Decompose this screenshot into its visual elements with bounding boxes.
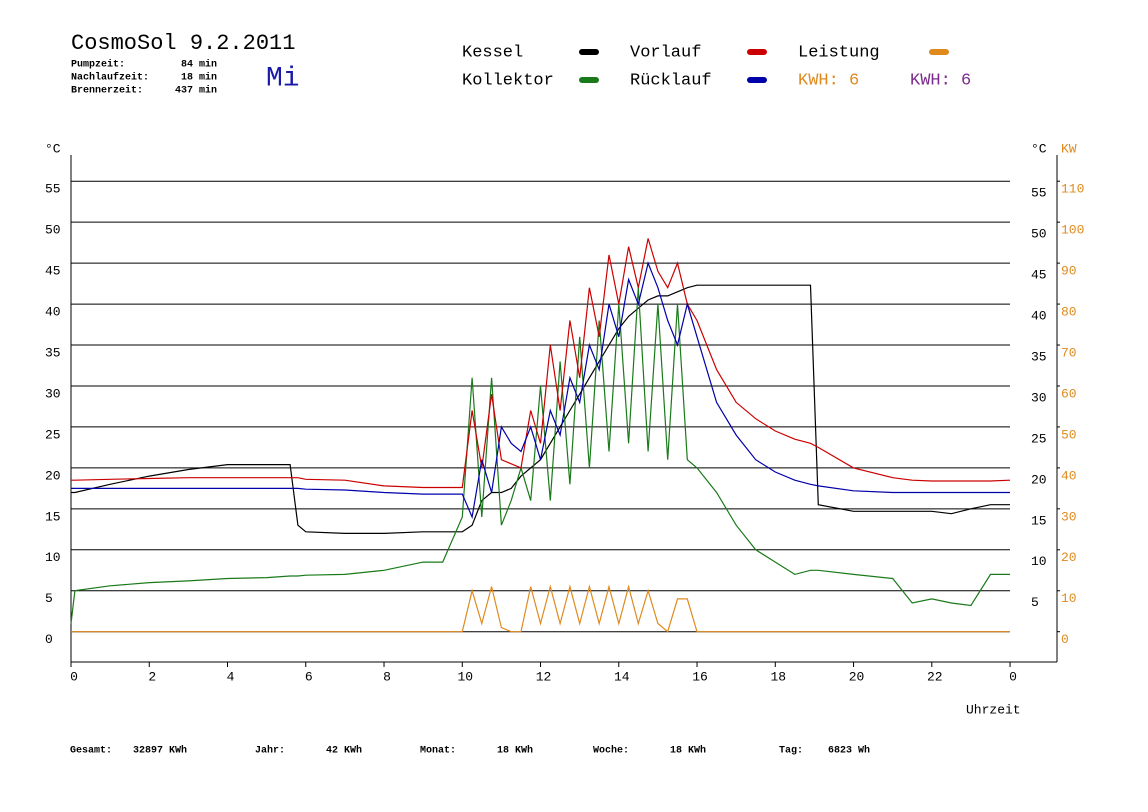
series-line: [70, 287, 1010, 624]
y2-tick-label: 50: [1061, 427, 1077, 442]
total-value: 18 KWh: [497, 745, 533, 757]
series-line: [71, 284, 1010, 534]
series-line: [71, 584, 1010, 633]
y2-tick-label: 70: [1061, 345, 1077, 360]
x-tick-label: 14: [614, 669, 630, 684]
x-axis-label: Uhrzeit: [966, 702, 1021, 717]
y2-tick-label: 20: [1061, 550, 1077, 565]
total-label: Woche:: [593, 745, 629, 757]
x-tick-label: 0: [70, 669, 78, 684]
y-tick-label: 30: [45, 386, 61, 401]
y-tick-label: 35: [45, 345, 61, 360]
y-tick-label: 15: [45, 509, 61, 524]
series-line: [71, 238, 1011, 489]
y-tick-label-right: 15: [1031, 513, 1047, 528]
y-tick-label-right: 20: [1031, 472, 1047, 487]
y-tick-label-right: 55: [1031, 186, 1047, 201]
y2-tick-label: 0: [1061, 632, 1069, 647]
info-value: 18 min: [181, 72, 217, 84]
chart-title: CosmoSol 9.2.2011: [71, 31, 295, 56]
y2-tick-label: 40: [1061, 468, 1077, 483]
series-line: [71, 261, 1010, 520]
total-label: Tag:: [779, 746, 803, 757]
y2-tick-label: 80: [1061, 305, 1077, 320]
y-tick-label: 50: [45, 223, 61, 238]
y-tick-label: 45: [45, 264, 61, 279]
x-tick-label: 8: [383, 669, 391, 684]
legend-label: Rücklauf: [630, 71, 712, 90]
total-label: Gesamt:: [70, 746, 112, 757]
x-tick-label: 20: [849, 669, 865, 684]
x-tick-label: 22: [927, 669, 943, 684]
y-axis-label-right: °C: [1031, 141, 1047, 156]
total-label: Jahr:: [255, 745, 285, 757]
y-tick-label-right: 5: [1031, 595, 1039, 610]
y2-axis-label: KW: [1061, 141, 1077, 156]
y-tick-label: 10: [45, 550, 61, 565]
y-tick-label: 25: [45, 427, 61, 442]
y-tick-label: 55: [45, 182, 61, 197]
y-tick-label: 0: [45, 632, 53, 647]
x-tick-label: 2: [148, 669, 156, 684]
y2-tick-label: 90: [1061, 264, 1077, 279]
kwh-label: KWH: 6: [798, 71, 859, 90]
legend-label: Kollektor: [462, 71, 554, 90]
x-tick-label: 4: [227, 669, 235, 684]
y2-tick-label: 110: [1061, 182, 1084, 197]
y-tick-label: 20: [45, 468, 61, 483]
info-value: 84 min: [181, 59, 217, 71]
y-tick-label: 40: [45, 305, 61, 320]
y-tick-label-right: 10: [1031, 554, 1047, 569]
y-axis-label: °C: [45, 141, 61, 156]
y-tick-label-right: 30: [1031, 390, 1047, 405]
legend-label: Kessel: [462, 43, 523, 62]
y-tick-label-right: 35: [1031, 349, 1047, 364]
total-label: Monat:: [420, 746, 456, 757]
y-tick-label-right: 40: [1031, 309, 1047, 324]
y2-tick-label: 60: [1061, 386, 1077, 401]
kwh-label: KWH: 6: [910, 71, 971, 90]
y-tick-label-right: 25: [1031, 431, 1047, 446]
total-value: 32897 KWh: [133, 745, 187, 757]
total-value: 42 KWh: [326, 745, 362, 757]
y-tick-label-right: 50: [1031, 227, 1047, 242]
y2-tick-label: 100: [1061, 223, 1084, 238]
x-tick-label: 16: [692, 669, 708, 684]
y-tick-label: 5: [45, 591, 53, 606]
y-tick-label-right: 45: [1031, 268, 1047, 283]
y2-tick-label: 30: [1061, 509, 1077, 524]
info-label: Brennerzeit:: [71, 85, 143, 97]
x-tick-label: 6: [305, 669, 313, 684]
info-label: Nachlaufzeit:: [71, 72, 149, 84]
info-label: Pumpzeit:: [71, 59, 125, 71]
y2-tick-label: 10: [1061, 591, 1077, 606]
weekday: Mi: [266, 63, 300, 94]
info-value: 437 min: [175, 85, 217, 97]
x-tick-label: 18: [770, 669, 786, 684]
legend-label: Vorlauf: [630, 43, 701, 62]
x-tick-label: 12: [536, 669, 552, 684]
total-value: 6823 Wh: [828, 745, 870, 757]
x-tick-label: 0: [1009, 669, 1017, 684]
legend-label: Leistung: [798, 43, 880, 62]
x-tick-label: 10: [457, 669, 473, 684]
total-value: 18 KWh: [670, 745, 706, 757]
